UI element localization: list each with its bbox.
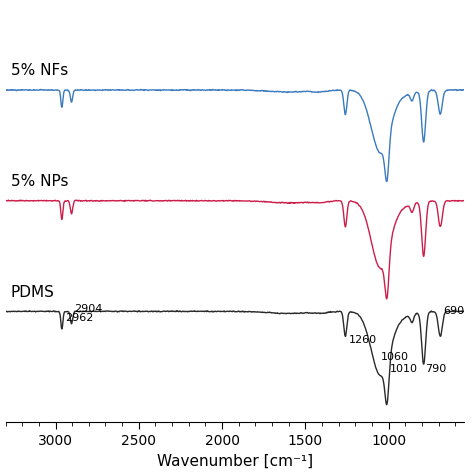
Text: 690: 690	[443, 306, 465, 316]
Text: 5% NFs: 5% NFs	[10, 64, 68, 78]
Text: 5% NPs: 5% NPs	[10, 174, 68, 189]
Text: 1010: 1010	[390, 364, 418, 374]
Text: PDMS: PDMS	[10, 285, 55, 300]
X-axis label: Wavenumber [cm⁻¹]: Wavenumber [cm⁻¹]	[156, 454, 313, 468]
Text: 1260: 1260	[349, 335, 377, 345]
Text: 2904: 2904	[74, 304, 102, 314]
Text: 790: 790	[425, 364, 447, 374]
Text: 1060: 1060	[380, 352, 408, 362]
Text: 2962: 2962	[64, 313, 93, 323]
